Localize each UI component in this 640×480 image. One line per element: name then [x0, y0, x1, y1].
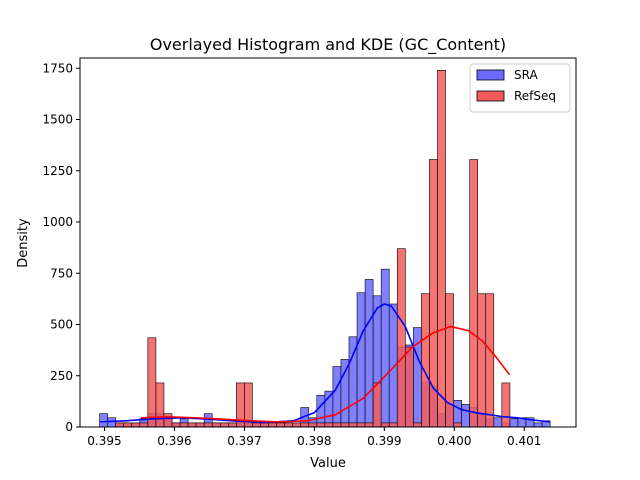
sra-bar	[99, 413, 108, 428]
refseq-kde-line	[140, 325, 511, 423]
refseq-bar	[171, 422, 181, 428]
kde-curves	[99, 303, 551, 424]
refseq-bar	[477, 293, 487, 428]
y-tick-label: 500	[50, 318, 73, 332]
x-axis-ticks: 0.395 0.396 0.397 0.398 0.399 0.400 0.401	[87, 427, 541, 448]
x-tick-label: 0.400	[437, 434, 471, 448]
refseq-bar	[501, 382, 511, 428]
sra-bar	[493, 417, 503, 428]
refseq-bar	[260, 422, 269, 428]
refseq-bar	[252, 422, 261, 428]
refseq-bar	[195, 422, 205, 428]
refseq-bar	[179, 422, 189, 428]
refseq-bar	[131, 422, 141, 428]
x-tick-label: 0.396	[157, 434, 191, 448]
legend-label-sra: SRA	[514, 68, 538, 82]
y-tick-label: 750	[50, 266, 73, 280]
sra-bar	[356, 292, 366, 428]
legend-swatch-sra	[476, 69, 505, 81]
y-axis-ticks: 0 250 500 750 1000 1250 1500 1750	[42, 61, 80, 434]
y-tick-label: 1000	[42, 215, 73, 229]
refseq-bar	[485, 293, 495, 428]
sra-kde-line	[99, 303, 551, 424]
refseq-bar	[316, 422, 326, 428]
refseq-bar	[388, 422, 398, 428]
refseq-bar	[348, 422, 358, 428]
sra-bar	[461, 404, 470, 428]
x-tick-label: 0.399	[367, 434, 401, 448]
refseq-bar	[147, 337, 157, 428]
refseq-bar	[115, 422, 125, 428]
refseq-bar	[380, 422, 390, 428]
legend: SRA RefSeq	[469, 63, 571, 113]
x-tick-label: 0.401	[507, 434, 541, 448]
refseq-bar	[421, 293, 430, 428]
sra-bar	[533, 422, 543, 428]
refseq-bar	[300, 422, 310, 428]
refseq-bar	[139, 422, 149, 428]
y-tick-label: 1250	[42, 164, 73, 178]
sra-bar	[380, 268, 390, 428]
refseq-bar	[324, 422, 334, 428]
refseq-bar	[268, 422, 277, 428]
chart-title: Overlayed Histogram and KDE (GC_Content)	[150, 35, 506, 55]
refseq-bar	[413, 422, 422, 428]
refseq-bar	[284, 422, 293, 428]
y-tick-label: 1500	[42, 113, 73, 127]
y-tick-label: 0	[65, 420, 73, 434]
refseq-bar	[187, 422, 197, 428]
refseq-bar	[219, 422, 229, 428]
refseq-bar	[123, 422, 133, 428]
legend-swatch-refseq	[476, 90, 505, 102]
sra-bar	[107, 417, 116, 428]
refseq-bar	[372, 382, 382, 428]
y-tick-label: 250	[50, 369, 73, 383]
y-axis-label: Density	[16, 218, 31, 268]
refseq-bar	[356, 422, 366, 428]
refseq-bar	[155, 382, 165, 428]
sra-bar	[364, 279, 374, 428]
refseq-bar	[276, 422, 285, 428]
refseq-bar	[203, 422, 213, 428]
sra-bar	[332, 366, 342, 428]
refseq-bar	[308, 422, 318, 428]
refseq-bar	[437, 70, 446, 428]
x-tick-label: 0.397	[227, 434, 261, 448]
refseq-bar	[445, 293, 454, 428]
refseq-bar	[292, 422, 302, 428]
sra-bar	[509, 418, 519, 428]
x-axis-label: Value	[310, 456, 346, 471]
x-tick-label: 0.395	[87, 434, 121, 448]
refseq-bar	[453, 422, 462, 428]
refseq-bar	[364, 422, 374, 428]
sra-bar	[316, 394, 326, 428]
legend-label-refseq: RefSeq	[514, 89, 556, 103]
x-tick-label: 0.398	[297, 434, 331, 448]
y-tick-label: 1750	[42, 61, 73, 75]
refseq-bar	[163, 413, 173, 428]
refseq-bar	[340, 422, 350, 428]
sra-bar	[348, 336, 358, 428]
refseq-bar	[332, 422, 342, 428]
refseq-bar	[469, 159, 479, 428]
refseq-bar	[228, 422, 237, 428]
refseq-bar	[396, 248, 406, 428]
refseq-bar	[211, 422, 221, 428]
sra-bar	[340, 359, 350, 428]
plot-frame	[79, 57, 577, 428]
refseq-bar	[404, 346, 414, 428]
